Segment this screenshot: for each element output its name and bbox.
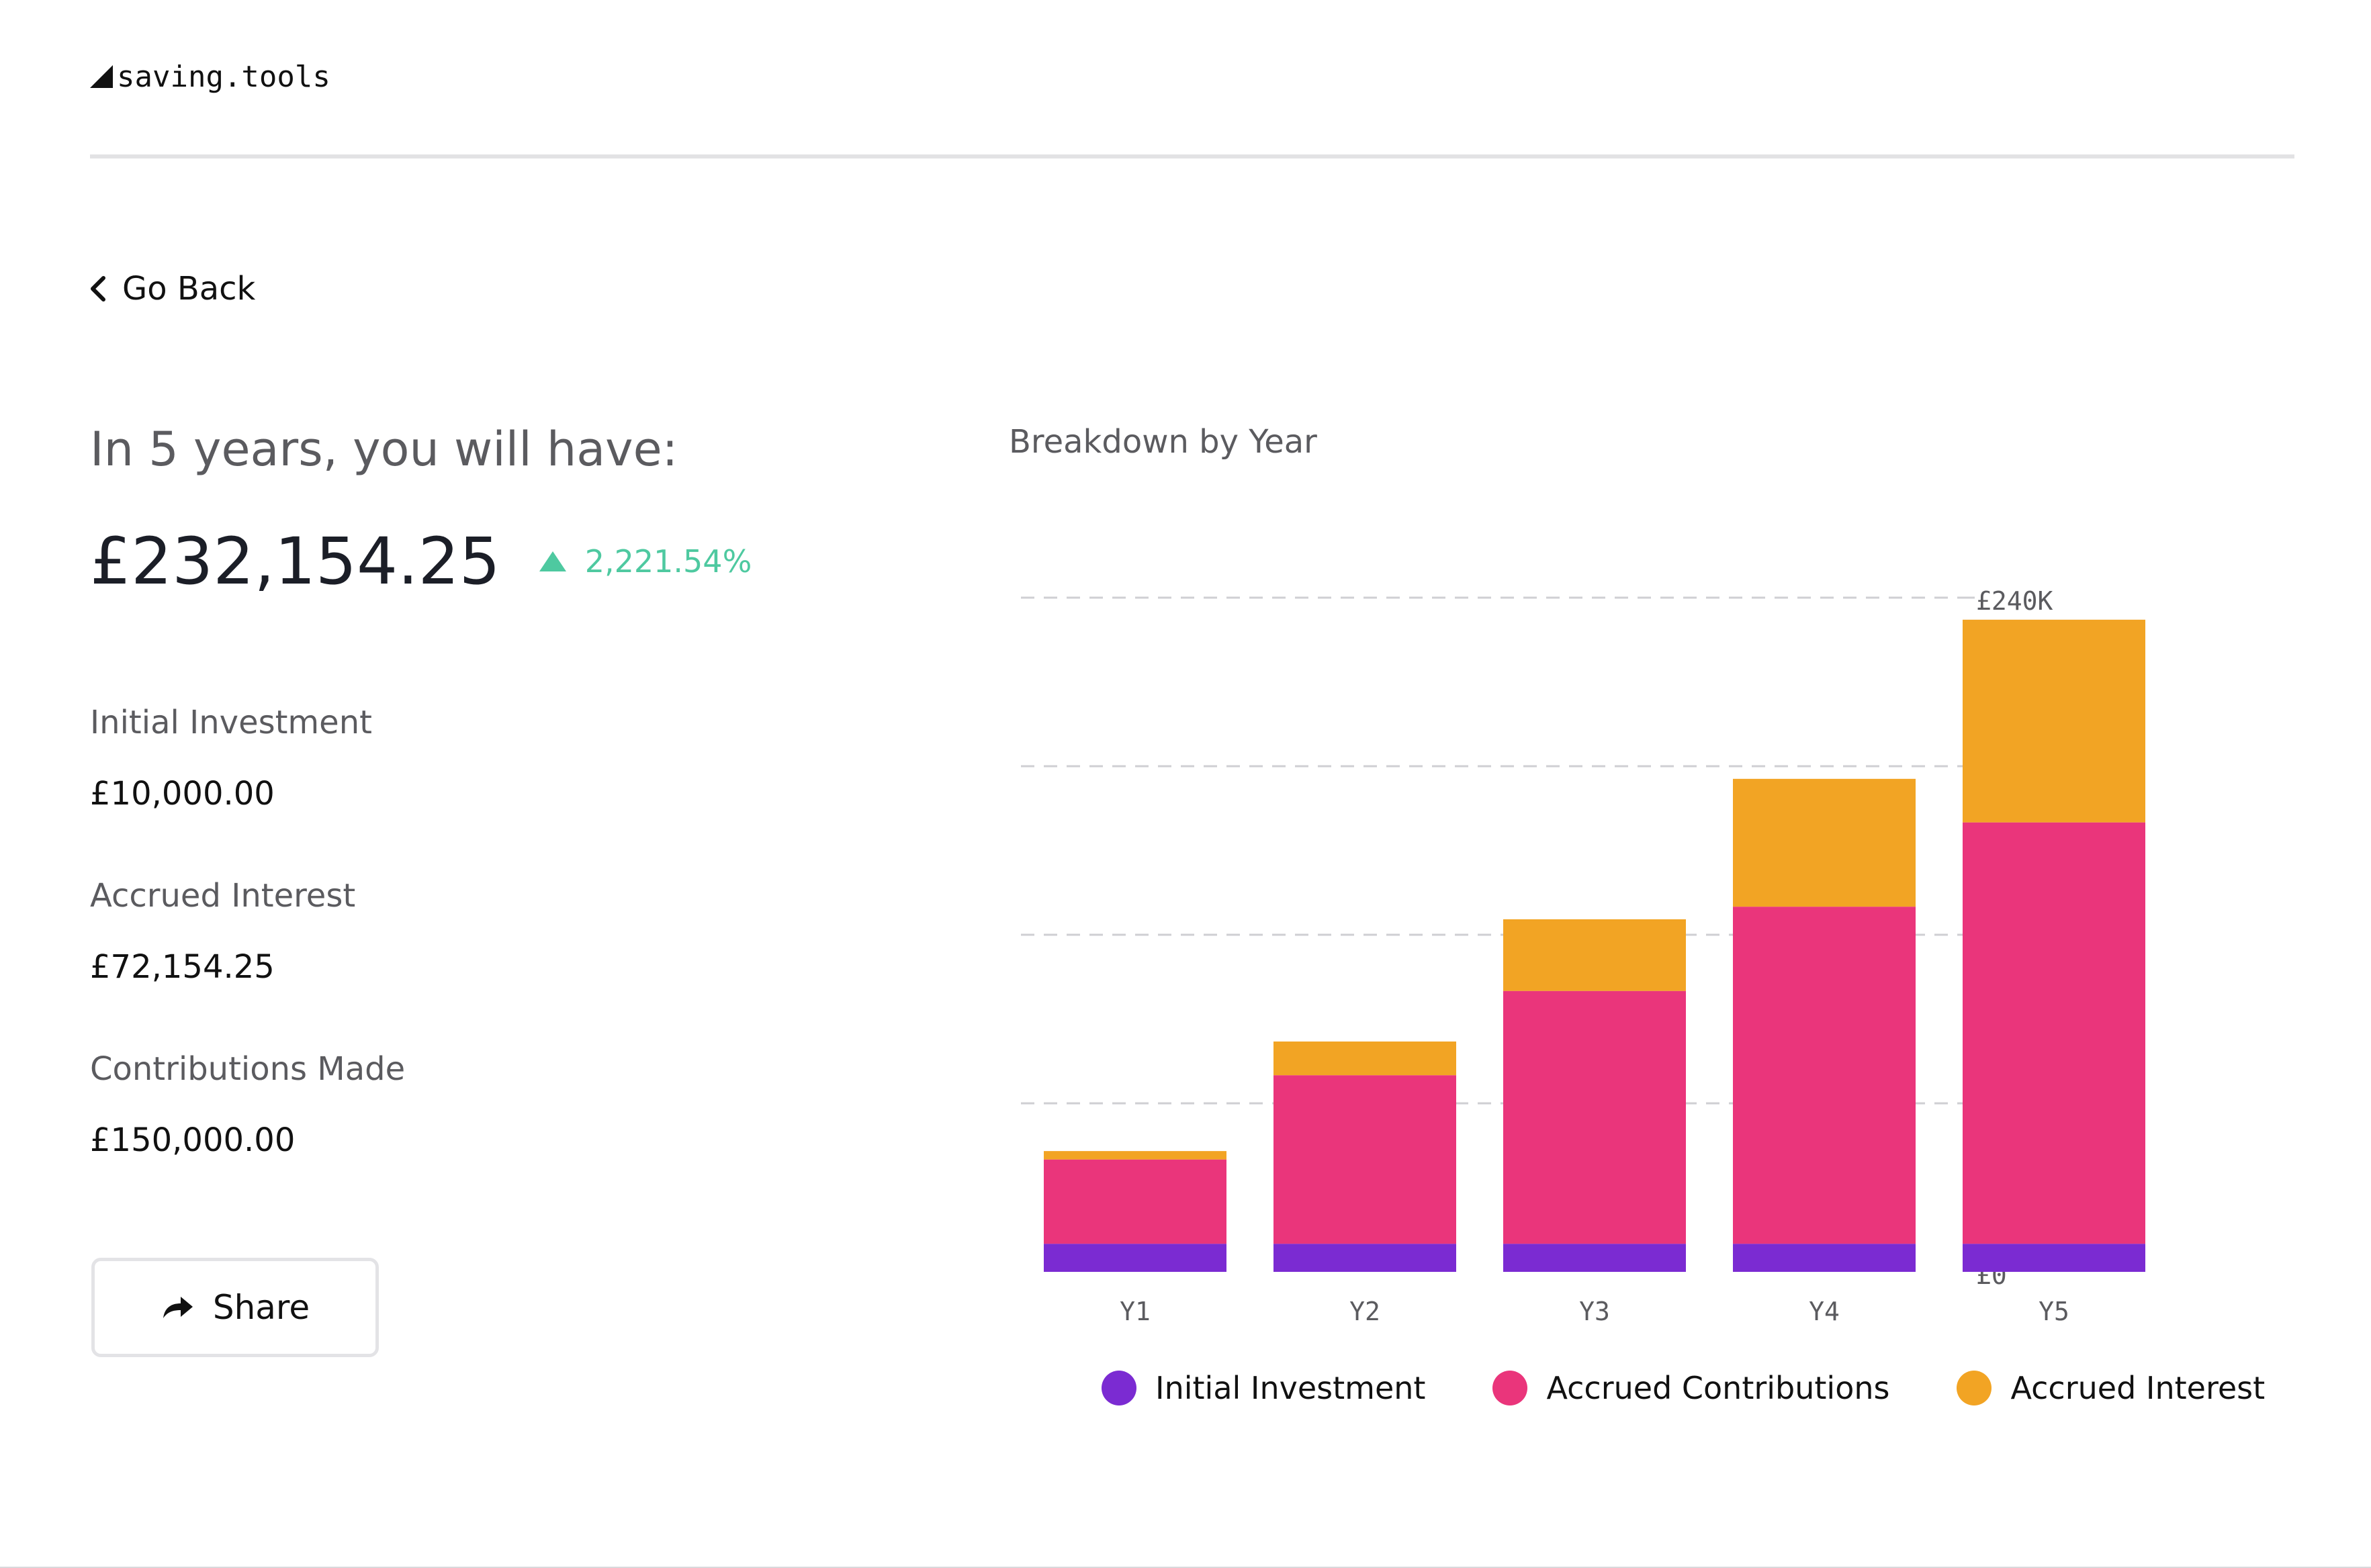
chart-title: Breakdown by Year (1009, 423, 1317, 461)
legend-item-initial-investment: Initial Investment (1102, 1370, 1425, 1406)
brand[interactable]: saving.tools (90, 56, 330, 97)
x-tick-label: Y2 (1349, 1297, 1380, 1326)
go-back-label: Go Back (122, 270, 256, 308)
x-tick-label: Y4 (1809, 1297, 1840, 1326)
bar-segment (1273, 1041, 1456, 1076)
bar-segment (1733, 778, 1916, 907)
result-headline: In 5 years, you will have: (90, 422, 678, 477)
legend-label: Initial Investment (1155, 1370, 1426, 1406)
bar-segment (1503, 990, 1686, 1244)
legend-swatch (1492, 1371, 1528, 1405)
bar-segment (1273, 1075, 1456, 1244)
legend-swatch (1102, 1371, 1136, 1405)
share-label: Share (212, 1288, 310, 1327)
initial-investment-value: £10,000.00 (90, 775, 275, 813)
growth-indicator: 2,221.54% (538, 543, 752, 580)
x-tick-label: Y1 (1120, 1297, 1151, 1326)
share-arrow-icon (163, 1297, 193, 1318)
bar-segment (1044, 1159, 1226, 1244)
header-divider (90, 154, 2294, 158)
bar-segment (1044, 1151, 1226, 1160)
bar-segment (1273, 1244, 1456, 1272)
bar-segment (1733, 1244, 1916, 1272)
total-amount: £232,154.25 (90, 524, 500, 599)
legend-item-accrued-interest: Accrued Interest (1957, 1370, 2265, 1406)
accrued-interest-value: £72,154.25 (90, 948, 275, 986)
x-tick-label: Y5 (2039, 1297, 2069, 1326)
legend-label: Accrued Interest (2010, 1370, 2266, 1406)
triangle-up-icon (539, 551, 566, 571)
chart-legend: Initial Investment Accrued Contributions… (1102, 1370, 2265, 1406)
bar-segment (1503, 919, 1686, 991)
contributions-made-label: Contributions Made (90, 1050, 406, 1088)
legend-item-accrued-contributions: Accrued Contributions (1492, 1370, 1889, 1406)
bar-segment (1044, 1244, 1226, 1272)
bar-segment (1963, 619, 2145, 823)
legend-label: Accrued Contributions (1546, 1370, 1890, 1406)
x-tick-label: Y3 (1579, 1297, 1610, 1326)
bar-segment (1963, 822, 2145, 1244)
go-back-link[interactable]: Go Back (86, 265, 255, 312)
legend-swatch (1957, 1371, 1992, 1405)
initial-investment-label: Initial Investment (90, 704, 372, 741)
brand-name: saving.tools (117, 59, 330, 94)
bar-segment (1963, 1244, 2145, 1272)
share-button[interactable]: Share (91, 1258, 379, 1357)
bar-segment (1503, 1244, 1686, 1272)
y-tick-label: £240K (1976, 586, 2053, 616)
bottom-divider (0, 1567, 2371, 1568)
accrued-interest-label: Accrued Interest (90, 877, 356, 915)
growth-percentage: 2,221.54% (584, 543, 752, 580)
chevron-left-icon (91, 276, 105, 302)
total-row: £232,154.25 2,221.54% (90, 524, 752, 599)
triangle-logo-icon (90, 65, 113, 88)
contributions-made-value: £150,000.00 (90, 1121, 296, 1159)
bar-segment (1733, 907, 1916, 1244)
